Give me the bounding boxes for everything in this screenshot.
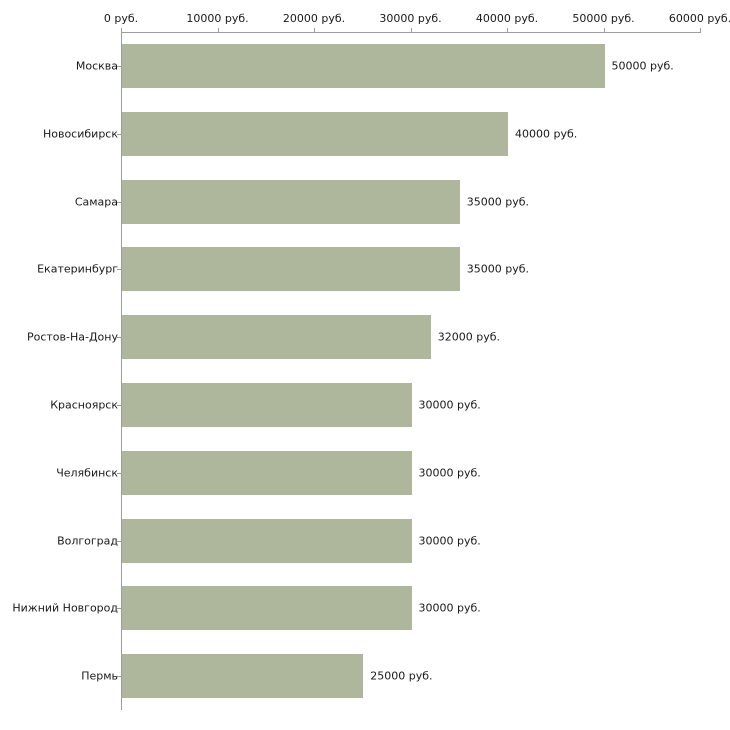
x-axis-tick: [507, 28, 508, 32]
y-axis-tick: [117, 608, 121, 610]
value-label: 30000 руб.: [418, 601, 481, 615]
y-axis-line: [121, 32, 122, 710]
bar: [122, 654, 364, 699]
x-axis-tick: [410, 28, 412, 32]
value-label: 35000 руб.: [466, 262, 530, 276]
y-axis-tick: [117, 337, 121, 339]
category-label: Пермь: [81, 669, 118, 683]
y-axis-tick: [117, 404, 121, 406]
value-label: 30000 руб.: [418, 466, 481, 480]
y-axis-tick: [117, 269, 121, 271]
y-axis-tick: [117, 676, 121, 678]
x-axis-tick-label: 10000 руб.: [186, 12, 249, 25]
bar: [122, 315, 431, 360]
category-label: Новосибирск: [42, 127, 118, 141]
value-label: 35000 руб.: [466, 195, 530, 208]
x-axis-tick: [121, 28, 122, 32]
bar: [122, 518, 412, 563]
bar: [122, 247, 460, 292]
value-label: 25000 руб.: [370, 669, 433, 683]
y-axis-tick: [117, 133, 121, 135]
x-axis-tick: [314, 28, 315, 32]
x-axis-tick: [603, 28, 605, 32]
x-axis-tick-label: 20000 руб.: [282, 12, 346, 25]
value-label: 40000 руб.: [515, 127, 578, 141]
bar: [122, 179, 460, 224]
bar: [122, 111, 508, 156]
category-label: Екатеринбург: [37, 262, 118, 276]
value-label: 50000 руб.: [611, 59, 674, 73]
bar: [122, 586, 412, 631]
category-label: Самара: [74, 195, 118, 208]
x-axis-tick-label: 60000 руб.: [668, 12, 730, 25]
y-axis-tick: [117, 472, 121, 474]
category-label: Волгоград: [57, 534, 118, 547]
category-label: Красноярск: [50, 398, 118, 412]
x-axis-tick-label: 40000 руб.: [475, 12, 539, 25]
category-label: Нижний Новгород: [12, 601, 118, 615]
bar: [122, 382, 412, 427]
bar: [122, 450, 412, 495]
bar: [122, 43, 605, 88]
category-label: Челябинск: [56, 466, 118, 480]
value-label: 30000 руб.: [418, 398, 481, 412]
y-axis-tick: [117, 65, 121, 67]
y-axis-tick: [117, 201, 121, 203]
x-axis-tick-label: 50000 руб.: [572, 12, 635, 25]
category-label: Ростов-На-Дону: [26, 330, 118, 344]
x-axis-tick-label: 30000 руб.: [379, 12, 442, 25]
category-label: Москва: [75, 59, 118, 73]
value-label: 30000 руб.: [418, 534, 481, 547]
x-axis-tick: [217, 28, 219, 32]
value-label: 32000 руб.: [437, 330, 501, 344]
x-axis-tick: [700, 28, 701, 32]
x-axis-line: [121, 32, 701, 33]
x-axis-tick-label: 0 руб.: [103, 12, 139, 25]
y-axis-tick: [117, 540, 121, 542]
